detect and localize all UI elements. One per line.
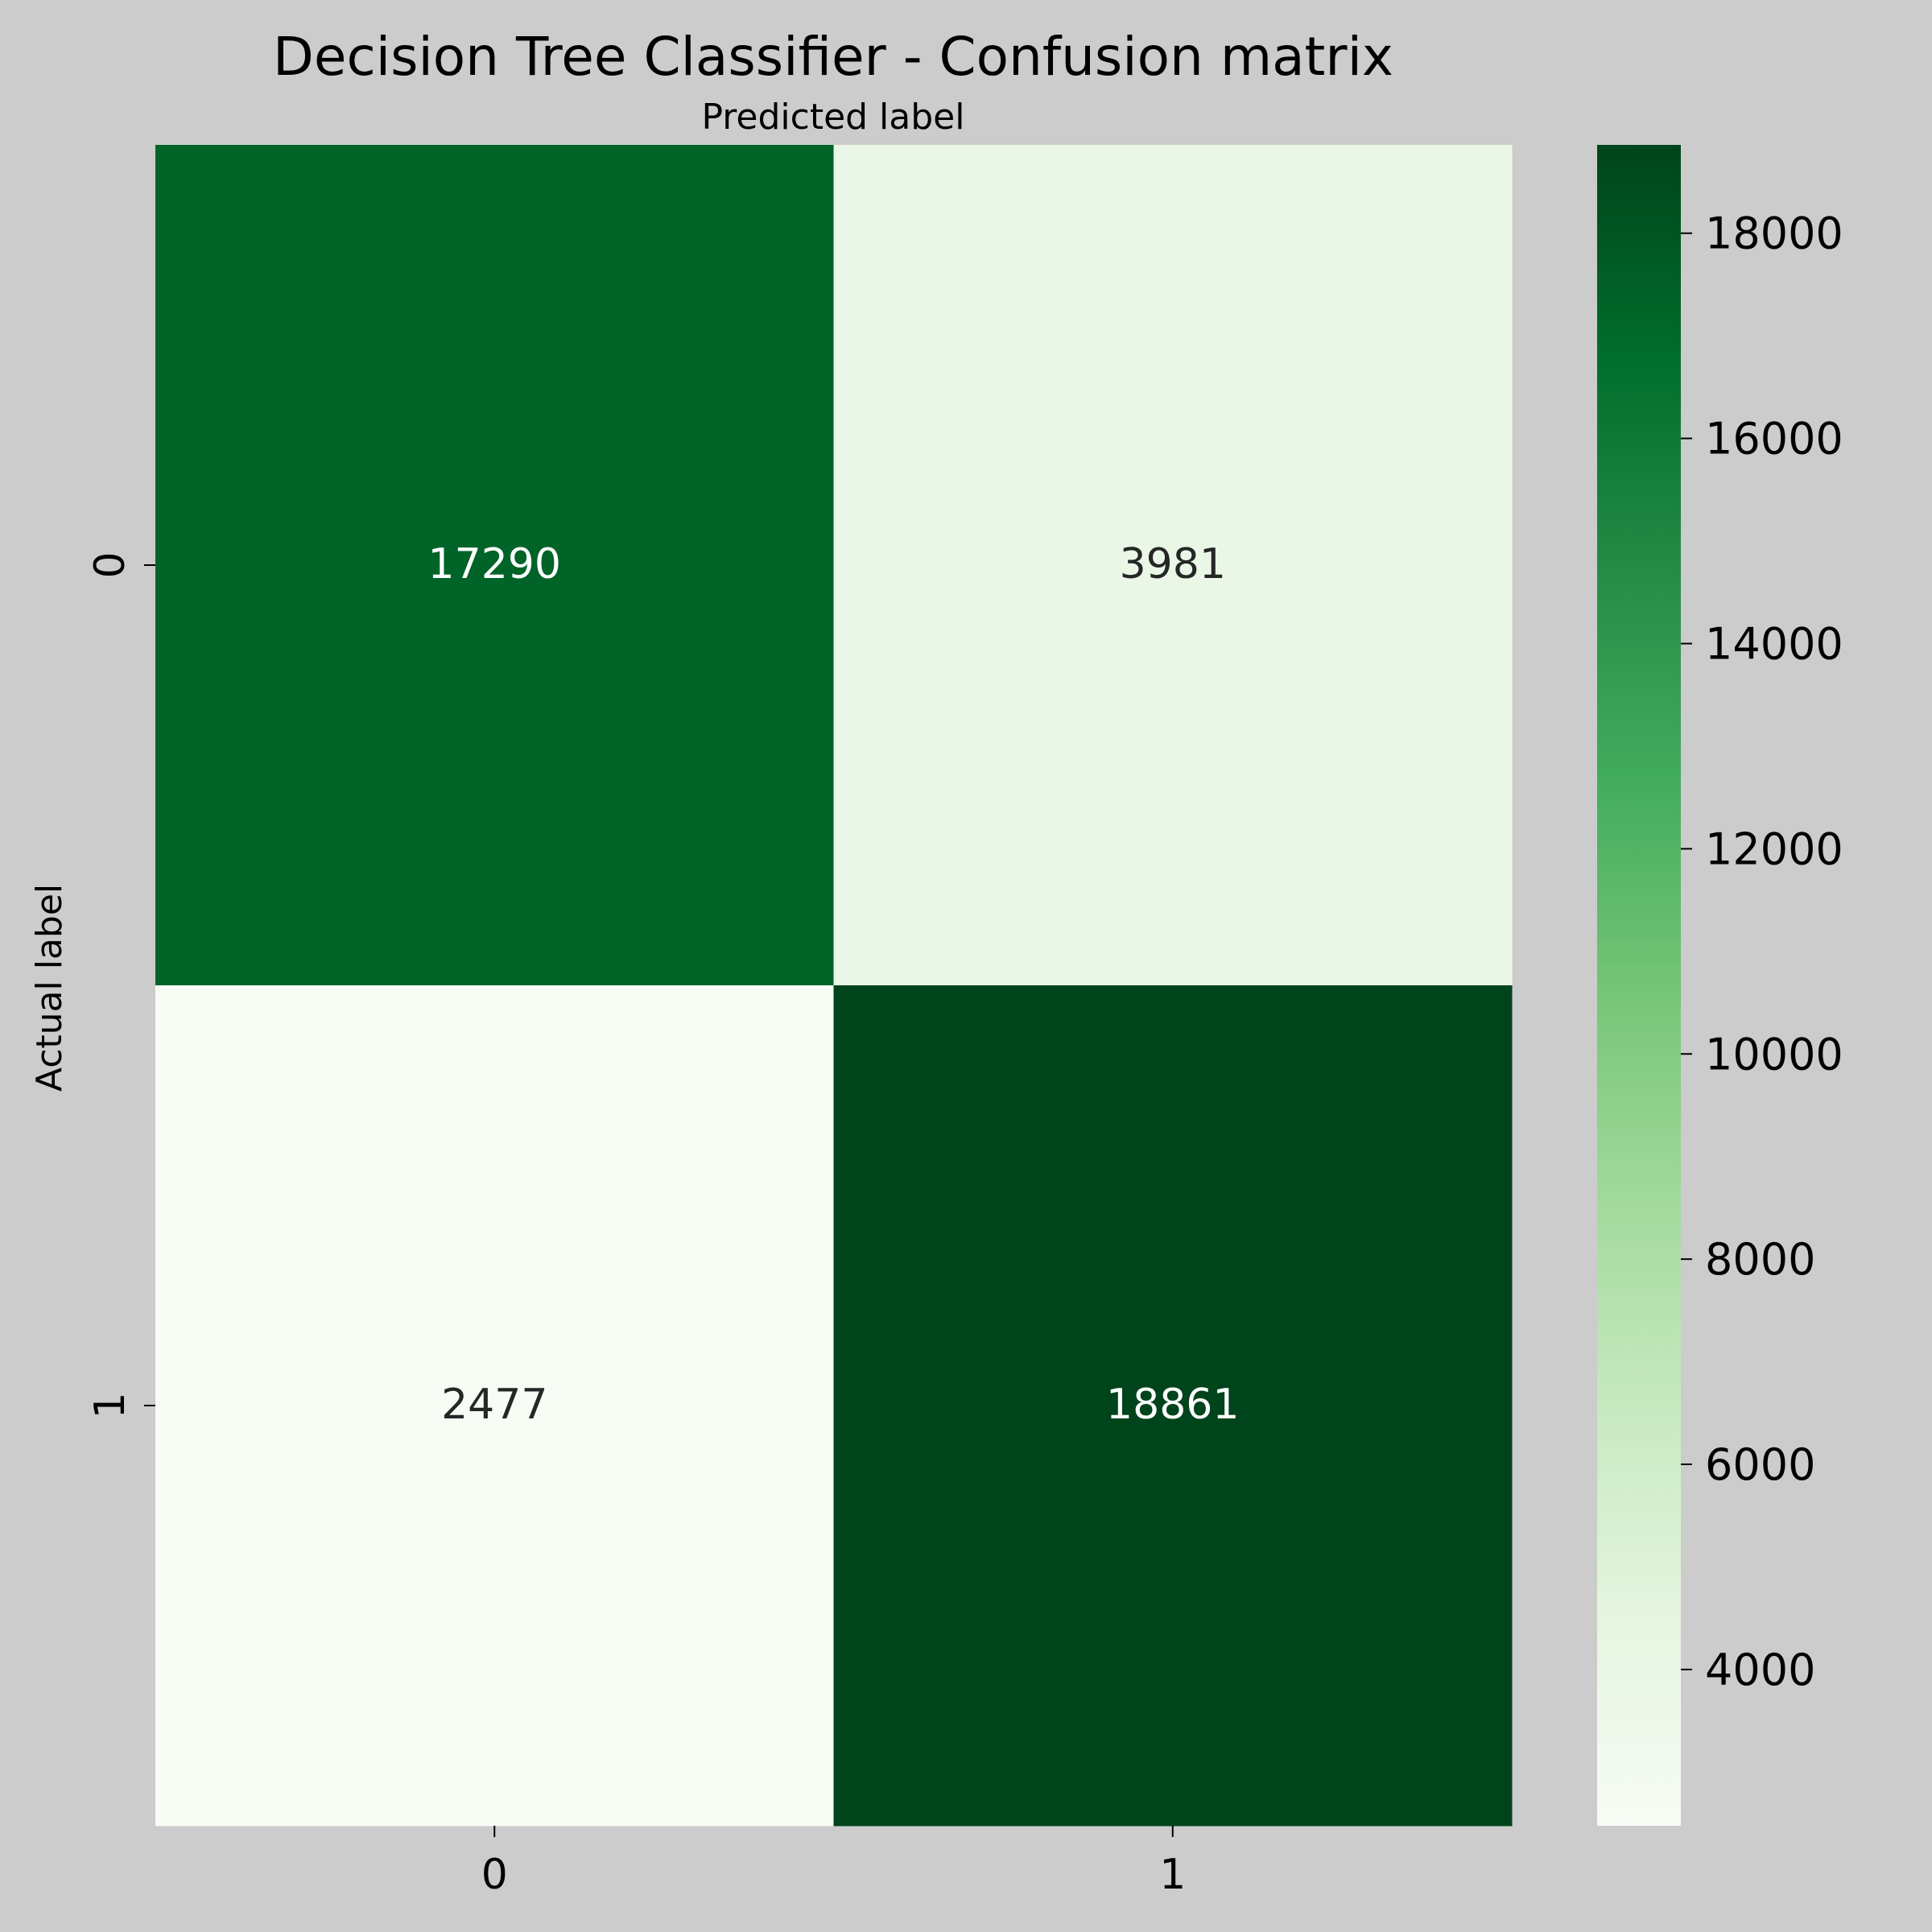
chart-title: Decision Tree Classifier - Confusion mat… bbox=[273, 26, 1393, 88]
heatmap-cell-1-0 bbox=[155, 985, 834, 1827]
cell-value-label: 17290 bbox=[428, 540, 561, 588]
x-tick-label: 1 bbox=[1159, 1851, 1186, 1899]
colorbar-tick-label: 18000 bbox=[1705, 208, 1843, 259]
cell-value-label: 3981 bbox=[1120, 540, 1226, 588]
heatmap-cells: 17290 3981 2477 18861 bbox=[155, 145, 1513, 1827]
colorbar-gradient bbox=[1597, 145, 1681, 1826]
heatmap-cell-0-0 bbox=[155, 145, 834, 986]
colorbar-tick-label: 16000 bbox=[1705, 414, 1843, 464]
heatmap-cell-0-1 bbox=[833, 145, 1513, 986]
colorbar-tick-label: 8000 bbox=[1705, 1234, 1815, 1285]
x-tick-label: 0 bbox=[481, 1851, 508, 1899]
x-axis-label: Predicted label bbox=[702, 97, 965, 138]
colorbar-tick-label: 10000 bbox=[1705, 1029, 1843, 1080]
y-tick-label: 1 bbox=[86, 1392, 134, 1418]
cell-value-label: 18861 bbox=[1106, 1381, 1239, 1429]
axis-ticks: 0 1 0 1 bbox=[86, 551, 1186, 1899]
colorbar-tick-label: 12000 bbox=[1705, 824, 1843, 874]
y-axis-label: Actual label bbox=[29, 884, 70, 1092]
cell-value-label: 2477 bbox=[441, 1381, 547, 1429]
colorbar-tick-label: 14000 bbox=[1705, 618, 1843, 669]
colorbar-tick-label: 6000 bbox=[1705, 1439, 1815, 1490]
y-tick-label: 0 bbox=[86, 551, 134, 578]
colorbar: 4000 6000 8000 10000 12000 14000 16000 18000 bbox=[1597, 145, 1843, 1826]
colorbar-tick-label: 4000 bbox=[1705, 1645, 1815, 1695]
heatmap-cell-1-1 bbox=[833, 985, 1513, 1827]
